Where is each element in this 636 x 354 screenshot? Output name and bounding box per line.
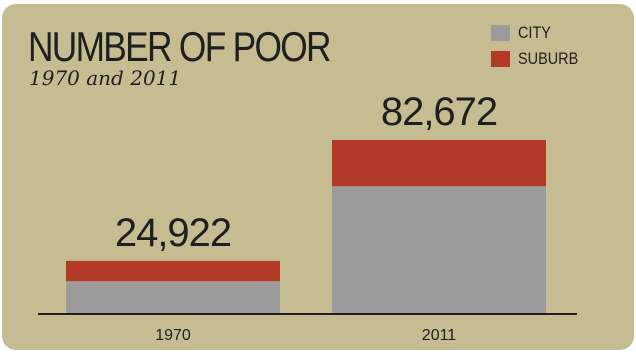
legend-item-city: CITY	[491, 20, 589, 46]
bar-city-1970	[66, 281, 280, 313]
chart-subtitle: 1970 and 2011	[29, 66, 182, 90]
legend-item-suburb: SUBURB	[491, 46, 589, 72]
bar-city-2011	[332, 186, 546, 313]
x-tick-label-2011: 2011	[422, 327, 457, 344]
bar-suburb-1970	[66, 260, 280, 282]
legend-label-suburb: SUBURB	[518, 49, 579, 68]
bar-suburb-2011	[332, 140, 546, 187]
legend-label-city: CITY	[518, 23, 551, 42]
bar-total-label-1970: 24,922	[115, 211, 231, 255]
legend-swatch-city	[491, 25, 510, 41]
bar-total-label-2011: 82,672	[381, 90, 497, 134]
legend: CITY SUBURB	[491, 20, 589, 72]
x-tick-label-1970: 1970	[155, 327, 191, 344]
legend-swatch-suburb	[491, 51, 510, 67]
chart-title: NUMBER OF POOR	[28, 23, 332, 70]
